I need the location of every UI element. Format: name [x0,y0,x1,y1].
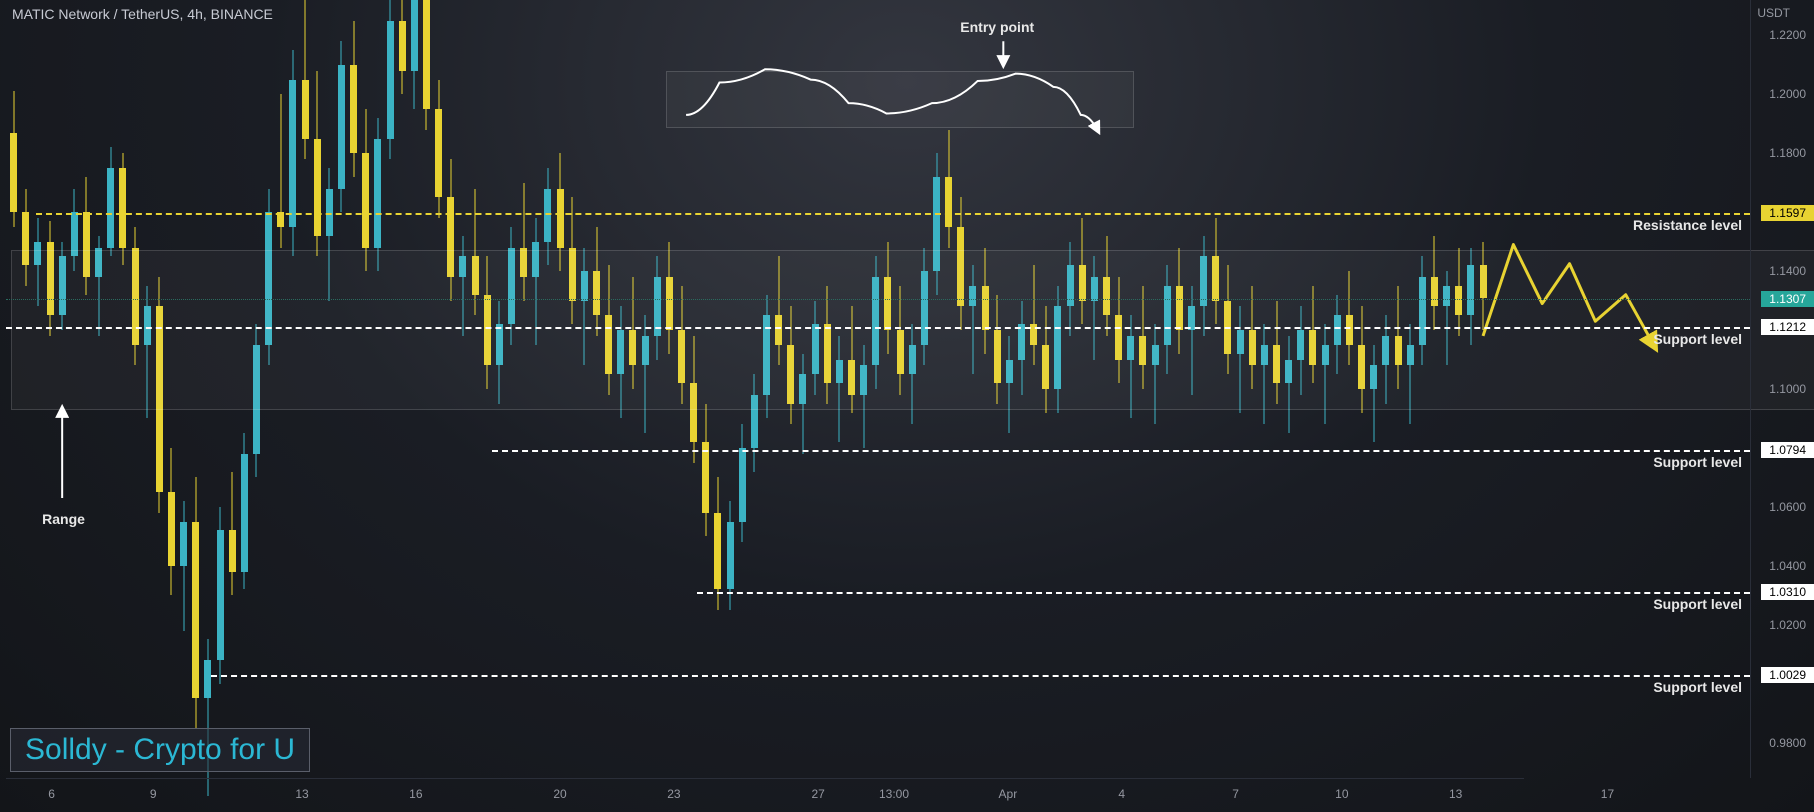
support-3-label: Support level [1653,596,1742,612]
x-tick: 6 [48,787,55,801]
support-4-price-tag: 1.0029 [1761,667,1814,683]
y-tick: 1.1000 [1769,382,1806,396]
range-zone [11,250,1814,409]
x-tick: 20 [553,787,566,801]
support-4-label: Support level [1653,679,1742,695]
support-4-line [211,675,1750,677]
support-2-label: Support level [1653,454,1742,470]
resistance-line [36,213,1750,215]
y-tick: 1.0600 [1769,500,1806,514]
support-1-price-tag: 1.1212 [1761,319,1814,335]
x-tick: 10 [1335,787,1348,801]
x-tick: 13 [295,787,308,801]
x-tick: 4 [1118,787,1125,801]
y-tick: 1.2000 [1769,87,1806,101]
chart-title: MATIC Network / TetherUS, 4h, BINANCE [12,6,273,22]
support-3-line [697,592,1750,594]
x-tick: 23 [667,787,680,801]
current-price-line [6,299,1750,300]
current-price-tag: 1.1307 [1761,291,1814,307]
y-unit-label: USDT [1757,6,1790,20]
x-axis: 69131620232713:00Apr47101317 [6,778,1524,812]
y-tick: 1.0200 [1769,618,1806,632]
x-tick: 27 [811,787,824,801]
support-2-price-tag: 1.0794 [1761,442,1814,458]
watermark: Solldy - Crypto for U [10,728,310,772]
x-tick: 13:00 [879,787,909,801]
range-label: Range [42,511,85,527]
y-axis: USDT 1.2200 1.2000 1.1800 1.1400 1.1000 1.060… [1750,0,1814,778]
y-tick: 1.2200 [1769,28,1806,42]
plot-area[interactable] [6,0,1524,778]
x-tick: Apr [999,787,1018,801]
support-2-line [492,450,1750,452]
y-tick: 1.1400 [1769,264,1806,278]
support-1-label: Support level [1653,331,1742,347]
entry-point-label: Entry point [960,19,1034,35]
x-tick: 7 [1232,787,1239,801]
support-3-price-tag: 1.0310 [1761,584,1814,600]
support-1-line [6,327,1750,329]
pattern-zone [666,71,1134,128]
x-tick: 13 [1449,787,1462,801]
x-tick: 17 [1601,787,1614,801]
y-tick: 0.9800 [1769,736,1806,750]
chart-container: USDT 1.2200 1.2000 1.1800 1.1400 1.1000 1.060… [0,0,1814,812]
resistance-label: Resistance level [1633,217,1742,233]
x-tick: 16 [409,787,422,801]
resistance-price-tag: 1.1597 [1761,205,1814,221]
y-tick: 1.0400 [1769,559,1806,573]
x-tick: 9 [150,787,157,801]
y-tick: 1.1800 [1769,146,1806,160]
